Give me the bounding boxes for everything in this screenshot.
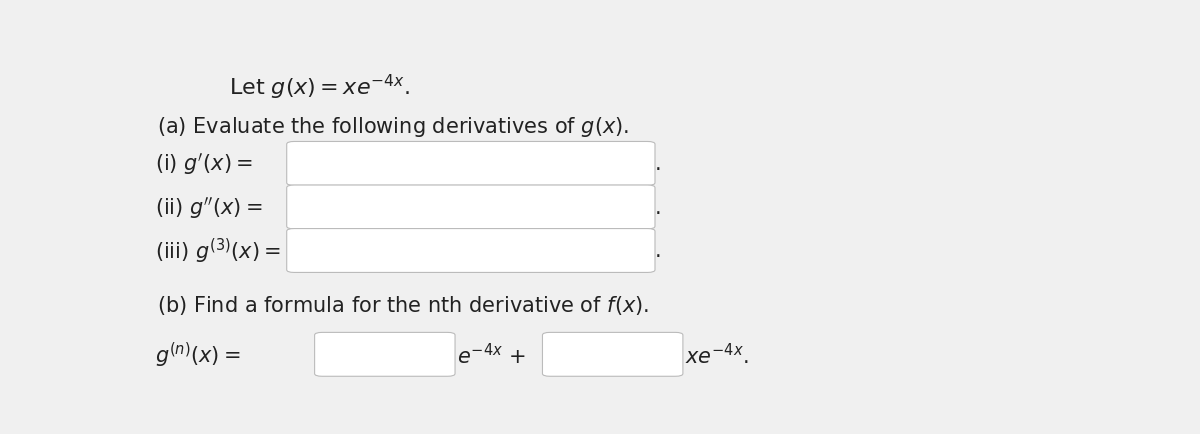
Text: (i) $g'(x) =$: (i) $g'(x) =$ [155, 151, 252, 177]
Text: .: . [655, 197, 661, 217]
Text: (ii) $g''(x) =$: (ii) $g''(x) =$ [155, 194, 262, 220]
Text: $e^{-4x}$ +: $e^{-4x}$ + [457, 342, 526, 367]
FancyBboxPatch shape [287, 186, 655, 229]
Text: (iii) $g^{(3)}(x) =$: (iii) $g^{(3)}(x) =$ [155, 237, 281, 266]
FancyBboxPatch shape [287, 229, 655, 273]
FancyBboxPatch shape [542, 332, 683, 376]
Text: .: . [655, 154, 661, 174]
Text: $g^{(n)}(x) =$: $g^{(n)}(x) =$ [155, 340, 240, 369]
Text: Let $g(x) = xe^{-4x}$.: Let $g(x) = xe^{-4x}$. [229, 72, 410, 102]
Text: (a) Evaluate the following derivatives of $g(x)$.: (a) Evaluate the following derivatives o… [157, 114, 630, 138]
FancyBboxPatch shape [314, 332, 455, 376]
FancyBboxPatch shape [287, 142, 655, 186]
Text: (b) Find a formula for the nth derivative of $f(x)$.: (b) Find a formula for the nth derivativ… [157, 293, 649, 316]
Text: .: . [655, 241, 661, 261]
Text: $xe^{-4x}$.: $xe^{-4x}$. [685, 342, 749, 367]
